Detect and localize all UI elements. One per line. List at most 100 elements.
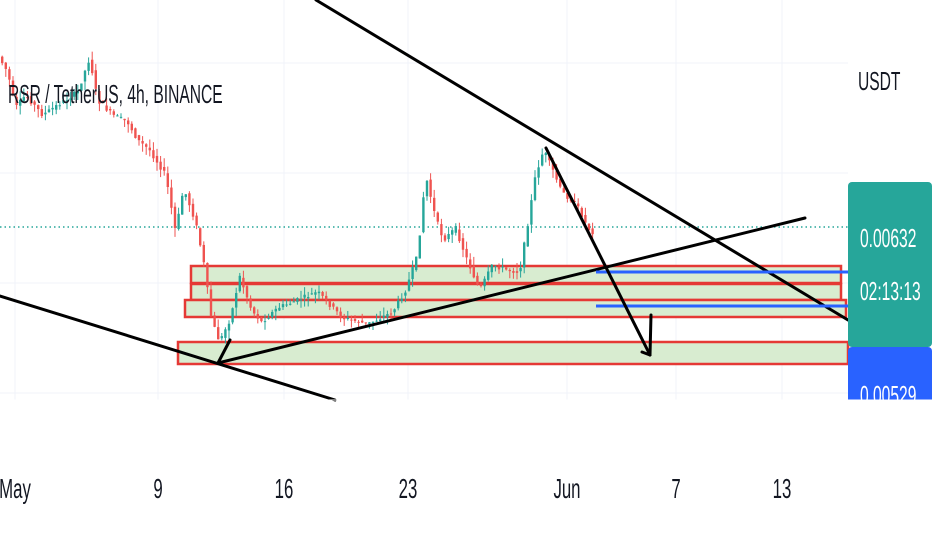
candle-body xyxy=(483,278,486,287)
time-axis[interactable]: May 9 16 23 Jun 7 13 xyxy=(0,473,791,505)
support-zone[interactable] xyxy=(183,298,848,319)
lower-channel-trendline[interactable] xyxy=(0,294,337,402)
candle-body xyxy=(562,188,565,193)
projection-arrow-tail[interactable] xyxy=(648,313,653,357)
candle-body xyxy=(357,321,360,323)
candle-body xyxy=(76,90,79,94)
candle-body xyxy=(242,277,245,288)
candle-body xyxy=(310,293,313,295)
candle-body xyxy=(112,111,115,115)
candle-body xyxy=(184,194,187,198)
candle-body xyxy=(458,229,461,242)
candle-body xyxy=(533,177,537,201)
candle-body xyxy=(253,307,256,314)
drawings[interactable] xyxy=(0,0,850,402)
candle-body xyxy=(361,320,364,323)
candle-body xyxy=(101,100,105,104)
candle-body xyxy=(501,266,504,268)
last-price-value: 0.00632 xyxy=(860,224,916,253)
candle-body xyxy=(339,311,342,318)
candle-body xyxy=(436,212,439,222)
candle-body xyxy=(206,262,209,288)
support-trendline-stub[interactable] xyxy=(216,338,232,365)
candle-body xyxy=(411,267,414,279)
candle-body xyxy=(566,192,569,199)
candle-body xyxy=(29,96,33,104)
x-axis-tick-label: 23 xyxy=(399,473,418,505)
candle-body xyxy=(292,301,295,303)
candle-body xyxy=(490,264,493,273)
candle-body xyxy=(19,99,22,106)
candle-body xyxy=(526,226,529,247)
candle-body xyxy=(397,300,400,309)
resistance-trendline[interactable] xyxy=(314,0,850,322)
candle-body xyxy=(166,173,169,187)
candle-body xyxy=(523,242,526,268)
candle-body xyxy=(289,303,292,305)
candle-body xyxy=(497,266,501,270)
candle-body xyxy=(461,238,465,250)
candle-body xyxy=(130,123,133,131)
x-axis-tick-label: May xyxy=(0,473,31,505)
support-trendline[interactable] xyxy=(216,216,807,365)
candle-body xyxy=(37,105,40,110)
candle-body xyxy=(512,271,515,273)
candle-body xyxy=(559,178,562,187)
candle-body xyxy=(33,101,36,105)
candle-body xyxy=(465,248,468,258)
candle-body xyxy=(325,295,328,300)
last-price-badge: 0.00632 02:13:13 xyxy=(848,182,932,347)
candle-body xyxy=(447,233,450,240)
candle-body xyxy=(422,197,425,233)
support-zone[interactable] xyxy=(176,340,850,366)
candle-body xyxy=(245,286,249,298)
candle-body xyxy=(22,97,25,101)
candle-body xyxy=(508,269,511,272)
candle-body xyxy=(317,291,321,294)
candle-body xyxy=(4,62,7,69)
candle-body xyxy=(105,105,108,111)
candle-body xyxy=(332,303,335,307)
support-zones[interactable] xyxy=(176,264,850,366)
support-zone[interactable] xyxy=(189,264,843,285)
x-axis-tick-label: 13 xyxy=(773,473,792,505)
candle-body xyxy=(202,244,205,263)
candle-body xyxy=(479,284,483,287)
candle-body xyxy=(213,315,216,327)
candle-body xyxy=(159,161,162,170)
projection-arrow-line[interactable] xyxy=(544,146,652,357)
lower-price-value: 0.00529 xyxy=(860,381,916,410)
candle-body xyxy=(303,294,306,298)
candle-body xyxy=(119,116,123,118)
candle-body xyxy=(368,322,371,325)
candle-body xyxy=(386,314,389,318)
candle-body xyxy=(573,200,576,202)
candle-body xyxy=(127,120,130,125)
candle-body xyxy=(476,275,479,285)
candle-body xyxy=(296,298,299,302)
candle-body xyxy=(307,297,310,299)
candle-body xyxy=(238,275,241,292)
candle-body xyxy=(425,180,429,197)
chart-title: RSR / TetherUS, 4h, BINANCE xyxy=(8,80,223,109)
candle-body xyxy=(148,147,151,151)
candle-body xyxy=(577,203,580,207)
candle-body xyxy=(469,259,472,269)
candle-body xyxy=(487,271,490,280)
candle-body xyxy=(8,69,11,80)
candle-body xyxy=(260,317,263,322)
candle-body xyxy=(271,311,274,318)
candle-body xyxy=(123,118,126,121)
candle-body xyxy=(141,140,144,144)
candle-body xyxy=(440,224,443,236)
candle-body xyxy=(91,59,94,74)
candle-body xyxy=(224,329,227,338)
candle-body xyxy=(217,327,220,340)
candle-body xyxy=(62,99,65,103)
candle-body xyxy=(541,154,544,166)
candle-body xyxy=(544,153,547,156)
support-zone[interactable] xyxy=(189,282,843,302)
candle-body xyxy=(209,289,213,316)
